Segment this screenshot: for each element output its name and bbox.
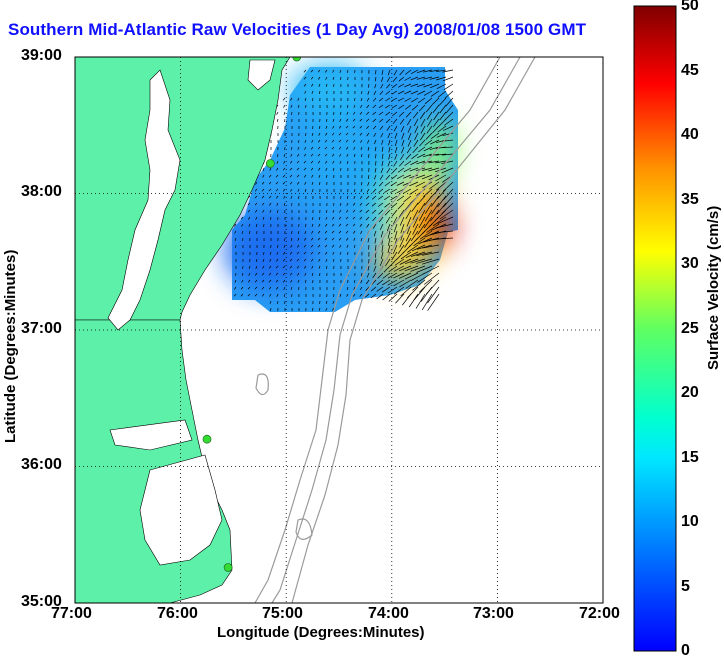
velocity-arrow xyxy=(306,133,307,136)
colorbar-tick-label: 5 xyxy=(681,578,690,596)
colorbar-tick-label: 25 xyxy=(681,320,699,338)
velocity-arrow xyxy=(376,154,377,158)
x-axis-label: Longitude (Degrees:Minutes) xyxy=(217,624,425,641)
velocity-arrow xyxy=(362,154,363,157)
velocity-arrow xyxy=(334,84,335,87)
colorbar-tick-label: 50 xyxy=(681,0,699,15)
velocity-arrow xyxy=(376,70,377,74)
colorbar-tick-label: 15 xyxy=(681,449,699,467)
velocity-arrow xyxy=(376,161,377,166)
y-tick-label: 38:00 xyxy=(21,183,62,201)
x-tick-label: 73:00 xyxy=(473,605,514,623)
velocity-arrow xyxy=(285,238,286,241)
velocity-arrow xyxy=(341,168,342,171)
velocity-arrow xyxy=(236,273,237,276)
y-axis-label: Latitude (Degrees:Minutes) xyxy=(2,250,19,443)
velocity-arrow xyxy=(355,98,356,101)
colorbar-tick-label: 30 xyxy=(681,255,699,273)
radar-station-marker xyxy=(203,435,211,443)
velocity-arrow xyxy=(334,112,335,115)
radar-station-marker xyxy=(266,159,274,167)
velocity-arrow xyxy=(285,119,286,122)
y-tick-label: 36:00 xyxy=(21,456,62,474)
velocity-arrow xyxy=(285,147,286,150)
colorbar-title: Surface Velocity (cm/s) xyxy=(705,206,722,370)
velocity-arrow xyxy=(264,252,265,255)
velocity-arrow xyxy=(243,238,244,241)
velocity-arrow xyxy=(320,273,321,276)
y-tick-label: 35:00 xyxy=(21,593,62,611)
colorbar-tick-label: 45 xyxy=(681,62,699,80)
velocity-arrow xyxy=(362,91,363,94)
velocity-arrow xyxy=(313,217,314,220)
colorbar-tick-label: 20 xyxy=(681,384,699,402)
colorbar-tick-label: 40 xyxy=(681,126,699,144)
colorbar-tick-label: 0 xyxy=(681,642,690,660)
colorbar-tick-label: 10 xyxy=(681,513,699,531)
radar-station-marker xyxy=(224,564,232,572)
velocity-arrow xyxy=(313,98,314,101)
x-tick-label: 75:00 xyxy=(262,605,303,623)
colorbar-tick-label: 35 xyxy=(681,191,699,209)
velocity-arrow xyxy=(369,245,370,250)
y-tick-label: 39:00 xyxy=(21,47,62,65)
velocity-arrow xyxy=(271,308,272,311)
x-tick-label: 76:00 xyxy=(157,605,198,623)
x-tick-label: 74:00 xyxy=(368,605,409,623)
velocity-arrow xyxy=(292,203,293,206)
velocity-arrow xyxy=(369,154,370,158)
x-tick-label: 72:00 xyxy=(579,605,620,623)
velocity-arrow xyxy=(334,203,335,206)
colorbar xyxy=(634,6,676,651)
y-tick-label: 37:00 xyxy=(21,320,62,338)
